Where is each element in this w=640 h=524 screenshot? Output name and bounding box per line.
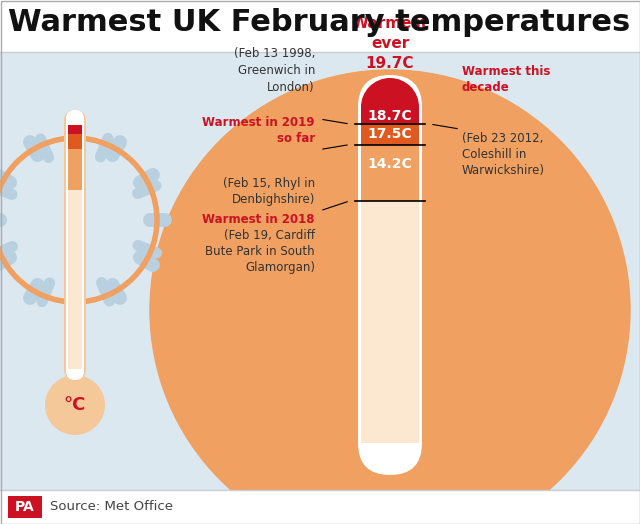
FancyBboxPatch shape: [66, 110, 84, 380]
FancyBboxPatch shape: [358, 75, 422, 475]
Text: (Feb 15, Rhyl in
Denbighshire): (Feb 15, Rhyl in Denbighshire): [223, 177, 315, 205]
Text: Warmest UK February temperatures: Warmest UK February temperatures: [8, 8, 630, 37]
Wedge shape: [361, 78, 419, 107]
Text: 18.7C: 18.7C: [368, 108, 412, 123]
FancyBboxPatch shape: [64, 110, 86, 380]
Bar: [361, 107, 419, 124]
Text: PA: PA: [15, 500, 35, 514]
Circle shape: [45, 375, 105, 435]
Text: 17.5C: 17.5C: [368, 127, 412, 141]
Circle shape: [150, 70, 630, 524]
Wedge shape: [68, 114, 82, 121]
Bar: [68, 119, 82, 125]
Text: (Feb 13 1998,
Greenwich in
London): (Feb 13 1998, Greenwich in London): [234, 47, 315, 94]
Bar: [8, 496, 42, 518]
Bar: [361, 124, 419, 145]
Text: Warmest in 2019
so far: Warmest in 2019 so far: [202, 116, 315, 145]
Bar: [0, 490, 640, 524]
Bar: [361, 145, 419, 201]
Text: Warmest this
decade: Warmest this decade: [462, 65, 550, 94]
Text: (Feb 19, Cardiff
Bute Park in South
Glamorgan): (Feb 19, Cardiff Bute Park in South Glam…: [205, 229, 315, 274]
Text: °C: °C: [64, 396, 86, 414]
Text: Source: Met Office: Source: Met Office: [50, 500, 173, 514]
Bar: [68, 149, 82, 190]
Text: 14.2C: 14.2C: [367, 157, 412, 171]
Bar: [68, 134, 82, 149]
Wedge shape: [66, 110, 84, 119]
Bar: [68, 121, 82, 134]
Bar: [68, 190, 82, 369]
Text: Warmest in 2018: Warmest in 2018: [202, 213, 315, 226]
Text: (Feb 23 2012,
Coleshill in
Warwickshire): (Feb 23 2012, Coleshill in Warwickshire): [462, 132, 545, 177]
Bar: [361, 201, 419, 443]
Bar: [0, 0, 640, 52]
Text: Warmest
ever
19.7C: Warmest ever 19.7C: [351, 16, 428, 71]
